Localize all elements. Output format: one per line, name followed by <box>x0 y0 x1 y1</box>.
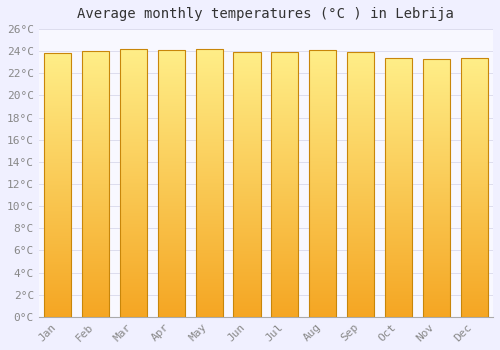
Bar <box>44 54 72 317</box>
Bar <box>385 58 412 317</box>
Bar <box>196 49 223 317</box>
Bar <box>82 51 109 317</box>
Bar <box>120 49 147 317</box>
Title: Average monthly temperatures (°C ) in Lebrija: Average monthly temperatures (°C ) in Le… <box>78 7 454 21</box>
Bar <box>309 50 336 317</box>
Bar <box>271 52 298 317</box>
Bar <box>460 58 488 317</box>
Bar <box>347 52 374 317</box>
Bar <box>158 50 185 317</box>
Bar <box>234 52 260 317</box>
Bar <box>422 59 450 317</box>
